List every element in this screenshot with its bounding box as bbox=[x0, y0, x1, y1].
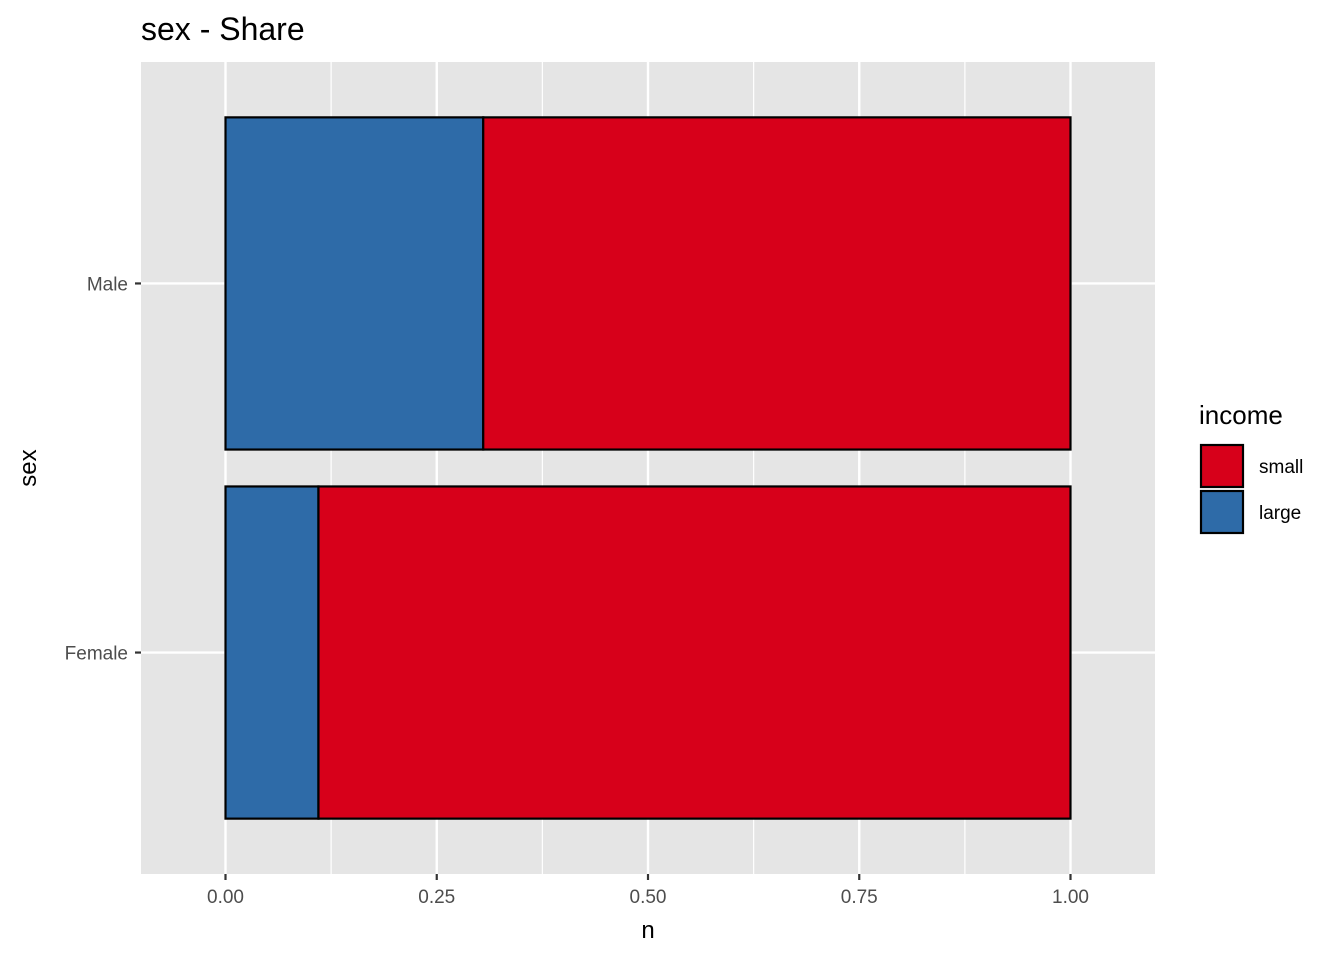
legend-label-large: large bbox=[1259, 503, 1301, 524]
bar-female-large bbox=[224, 485, 320, 820]
y-tick-label: Female bbox=[65, 644, 128, 665]
x-axis: 0.00 0.25 0.50 0.75 1.00 bbox=[207, 874, 1089, 908]
legend: income small large bbox=[1199, 400, 1303, 535]
legend-key-small bbox=[1199, 443, 1245, 489]
x-tick-label: 0.00 bbox=[207, 887, 244, 908]
legend-label-small: small bbox=[1259, 457, 1303, 478]
y-axis: Female Male bbox=[65, 274, 141, 665]
y-axis-title: sex bbox=[15, 449, 42, 486]
bar-male-small bbox=[482, 116, 1072, 451]
x-tick-label: 0.75 bbox=[841, 887, 878, 908]
x-tick-label: 1.00 bbox=[1052, 887, 1089, 908]
x-tick-label: 0.25 bbox=[418, 887, 455, 908]
legend-items: small large bbox=[1199, 443, 1303, 535]
bar-male-large bbox=[224, 116, 485, 451]
y-tick-label: Male bbox=[87, 274, 128, 295]
legend-key-large bbox=[1199, 489, 1245, 535]
bars bbox=[224, 116, 1072, 820]
x-tick-label: 0.50 bbox=[630, 887, 667, 908]
legend-title: income bbox=[1199, 400, 1283, 430]
bar-female-small bbox=[317, 485, 1072, 820]
chart-title: sex - Share bbox=[141, 11, 305, 47]
x-axis-title: n bbox=[641, 917, 654, 944]
